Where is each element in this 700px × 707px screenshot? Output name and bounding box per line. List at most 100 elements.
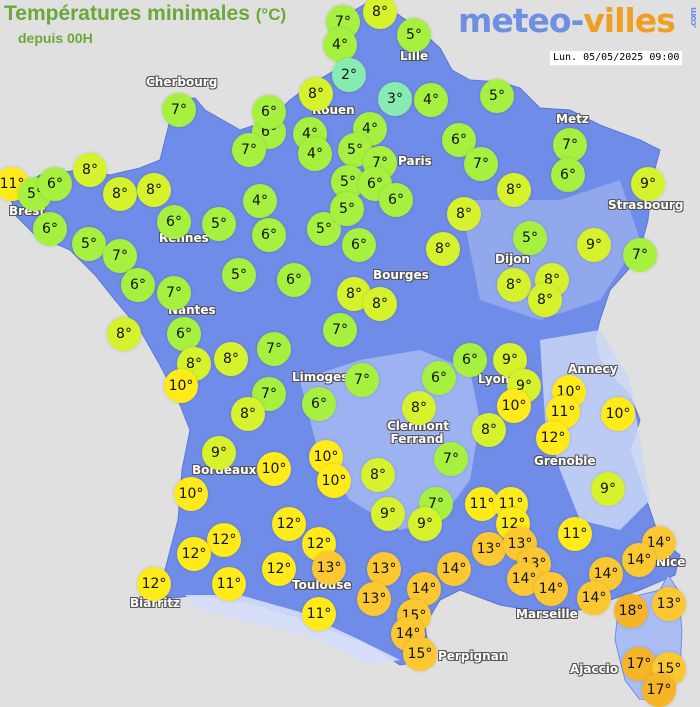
temperature-marker[interactable]: 15° xyxy=(403,637,437,671)
temperature-value: 10° xyxy=(178,486,204,502)
temperature-marker[interactable]: 5° xyxy=(72,227,106,261)
temperature-marker[interactable]: 6° xyxy=(302,387,336,421)
temperature-marker[interactable]: 4° xyxy=(323,28,357,62)
temperature-marker[interactable]: 14° xyxy=(534,572,568,606)
temperature-marker[interactable]: 10° xyxy=(164,369,198,403)
temperature-marker[interactable]: 6° xyxy=(342,228,376,262)
temperature-marker[interactable]: 10° xyxy=(317,464,351,498)
temperature-marker[interactable]: 8° xyxy=(361,458,395,492)
temperature-marker[interactable]: 8° xyxy=(103,177,137,211)
temperature-marker[interactable]: 12° xyxy=(207,523,241,557)
temperature-marker[interactable]: 12° xyxy=(177,537,211,571)
temperature-marker[interactable]: 18° xyxy=(614,594,648,628)
temperature-marker[interactable]: 8° xyxy=(528,283,562,317)
temperature-marker[interactable]: 7° xyxy=(464,147,498,181)
temperature-marker[interactable]: 4° xyxy=(414,83,448,117)
temperature-marker[interactable]: 9° xyxy=(591,472,625,506)
temperature-marker[interactable]: 10° xyxy=(257,452,291,486)
temperature-marker[interactable]: 5° xyxy=(330,192,364,226)
temperature-marker[interactable]: 12° xyxy=(137,567,171,601)
temperature-marker[interactable]: 7° xyxy=(257,332,291,366)
temperature-marker[interactable]: 9° xyxy=(202,436,236,470)
temperature-marker[interactable]: 6° xyxy=(551,158,585,192)
temperature-marker[interactable]: 7° xyxy=(157,276,191,310)
temperature-value: 9° xyxy=(211,445,227,461)
temperature-value: 15° xyxy=(656,661,682,677)
temperature-marker[interactable]: 7° xyxy=(623,238,657,272)
temperature-marker[interactable]: 3° xyxy=(378,82,412,116)
temperature-marker[interactable]: 9° xyxy=(631,167,665,201)
temperature-marker[interactable]: 13° xyxy=(472,532,506,566)
temperature-marker[interactable]: 12° xyxy=(272,507,306,541)
temperature-marker[interactable]: 6° xyxy=(157,205,191,239)
temperature-marker[interactable]: 4° xyxy=(243,184,277,218)
temperature-marker[interactable]: 8° xyxy=(214,342,248,376)
temperature-value: 5° xyxy=(231,267,247,283)
temperature-marker[interactable]: 11° xyxy=(558,517,592,551)
temperature-marker[interactable]: 10° xyxy=(174,477,208,511)
temperature-marker[interactable]: 6° xyxy=(38,167,72,201)
temperature-marker[interactable]: 5° xyxy=(202,207,236,241)
temperature-marker[interactable]: 5° xyxy=(480,79,514,113)
temperature-marker[interactable]: 8° xyxy=(299,77,333,111)
temperature-marker[interactable]: 8° xyxy=(363,287,397,321)
temperature-marker[interactable]: 11° xyxy=(212,567,246,601)
temperature-marker[interactable]: 8° xyxy=(107,317,141,351)
temperature-marker[interactable]: 6° xyxy=(252,95,286,129)
temperature-marker[interactable]: 9° xyxy=(371,497,405,531)
temperature-marker[interactable]: 5° xyxy=(513,221,547,255)
temperature-marker[interactable]: 5° xyxy=(338,133,372,167)
temperature-marker[interactable]: 7° xyxy=(345,363,379,397)
temperature-marker[interactable]: 6° xyxy=(422,361,456,395)
temperature-marker[interactable]: 9° xyxy=(408,507,442,541)
temperature-marker[interactable]: 14° xyxy=(577,581,611,615)
temperature-marker[interactable]: 13° xyxy=(367,552,401,586)
temperature-marker[interactable]: 12° xyxy=(262,552,296,586)
temperature-marker[interactable]: 8° xyxy=(402,391,436,425)
temperature-value: 12° xyxy=(211,532,237,548)
temperature-marker[interactable]: 2° xyxy=(332,58,366,92)
temperature-marker[interactable]: 11° xyxy=(465,487,499,521)
temperature-marker[interactable]: 6° xyxy=(252,218,286,252)
meteo-villes-logo[interactable]: meteo-villes .com xyxy=(458,2,700,40)
temperature-marker[interactable]: 6° xyxy=(33,212,67,246)
temperature-marker[interactable]: 7° xyxy=(323,313,357,347)
temperature-marker[interactable]: 5° xyxy=(397,18,431,52)
temperature-marker[interactable]: 8° xyxy=(73,153,107,187)
temperature-marker[interactable]: 8° xyxy=(426,232,460,266)
temperature-marker[interactable]: 17° xyxy=(642,673,676,707)
temperature-marker[interactable]: 6° xyxy=(453,343,487,377)
temperature-marker[interactable]: 10° xyxy=(601,397,635,431)
temperature-marker[interactable]: 8° xyxy=(472,413,506,447)
temperature-marker[interactable]: 5° xyxy=(222,258,256,292)
temperature-marker[interactable]: 6° xyxy=(121,268,155,302)
temperature-marker[interactable]: 8° xyxy=(497,268,531,302)
temperature-marker[interactable]: 9° xyxy=(577,228,611,262)
temperature-marker[interactable]: 7° xyxy=(363,146,397,180)
temperature-value: 6° xyxy=(176,326,192,342)
temperature-marker[interactable]: 7° xyxy=(232,133,266,167)
temperature-marker[interactable]: 12° xyxy=(536,421,570,455)
temperature-marker[interactable]: 8° xyxy=(231,397,265,431)
temperature-value: 4° xyxy=(332,37,348,53)
temperature-marker[interactable]: 10° xyxy=(497,389,531,423)
temperature-marker[interactable]: 7° xyxy=(162,93,196,127)
temperature-marker[interactable]: 14° xyxy=(622,543,656,577)
temperature-marker[interactable]: 8° xyxy=(137,173,171,207)
temperature-marker[interactable]: 6° xyxy=(277,263,311,297)
temperature-marker[interactable]: 13° xyxy=(357,582,391,616)
temperature-marker[interactable]: 8° xyxy=(363,0,397,29)
temperature-marker[interactable]: 8° xyxy=(447,197,481,231)
temperature-marker[interactable]: 6° xyxy=(167,317,201,351)
temperature-marker[interactable]: 6° xyxy=(379,183,413,217)
temperature-marker[interactable]: 11° xyxy=(302,597,336,631)
temperature-marker[interactable]: 13° xyxy=(312,551,346,585)
temperature-marker[interactable]: 7° xyxy=(434,442,468,476)
temperature-marker[interactable]: 7° xyxy=(103,239,137,273)
temperature-marker[interactable]: 4° xyxy=(298,137,332,171)
temperature-value: 14° xyxy=(581,590,607,606)
temperature-marker[interactable]: 13° xyxy=(652,587,686,621)
temperature-marker[interactable]: 7° xyxy=(553,128,587,162)
temperature-marker[interactable]: 14° xyxy=(437,552,471,586)
temperature-marker[interactable]: 8° xyxy=(497,173,531,207)
